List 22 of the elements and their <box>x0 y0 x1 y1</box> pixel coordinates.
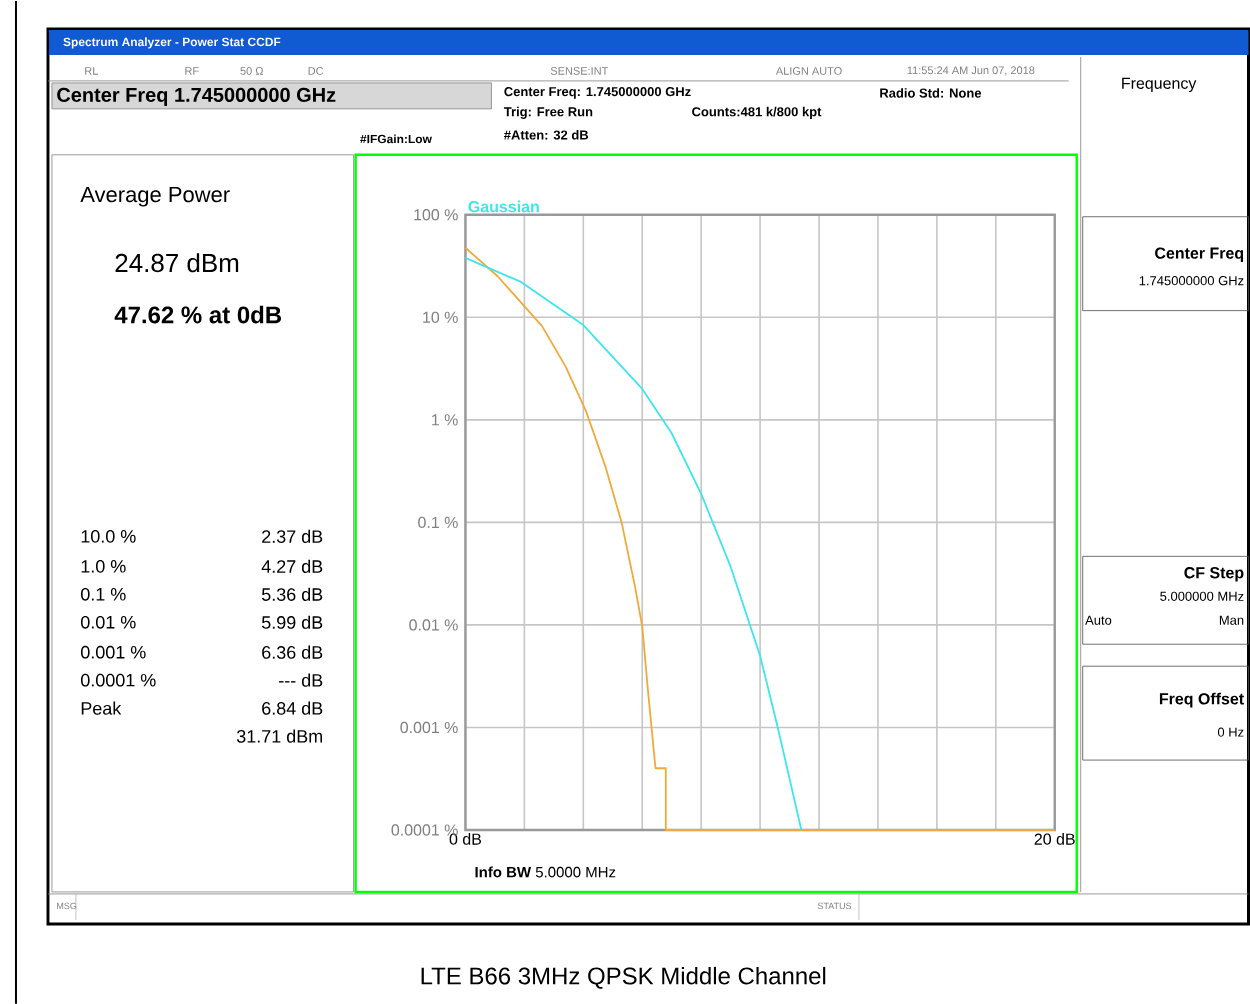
text: Peak <box>81 701 122 715</box>
text: 24.87 dBm <box>115 252 239 272</box>
text: 0.001 % <box>81 645 146 659</box>
text: 5.99 dB <box>261 615 323 629</box>
text: 4.27 dB <box>261 559 323 573</box>
text: 6.84 dB <box>262 701 323 715</box>
text: 10.0 % <box>81 529 136 543</box>
text: 2.37 dB <box>262 529 323 543</box>
text: 6.36 dB <box>262 645 323 659</box>
text: LTE B66 3MHz QPSK Middle Channel <box>421 966 826 989</box>
text: 1.0 % <box>81 559 126 573</box>
text: Average Power <box>80 186 230 207</box>
text: 0.0001 % <box>81 673 156 687</box>
text: Center Freq 1.745000000 GHz <box>57 87 336 106</box>
text: 47.62 % at 0dB <box>114 305 282 324</box>
text: 5.36 dB <box>261 587 323 601</box>
line-series <box>464 256 803 831</box>
text: --- dB <box>279 673 323 687</box>
text: 0.01 % <box>81 615 136 629</box>
text: 31.71 dBm <box>236 729 322 743</box>
line-series <box>464 246 1056 831</box>
text: 0.1 % <box>81 587 126 601</box>
